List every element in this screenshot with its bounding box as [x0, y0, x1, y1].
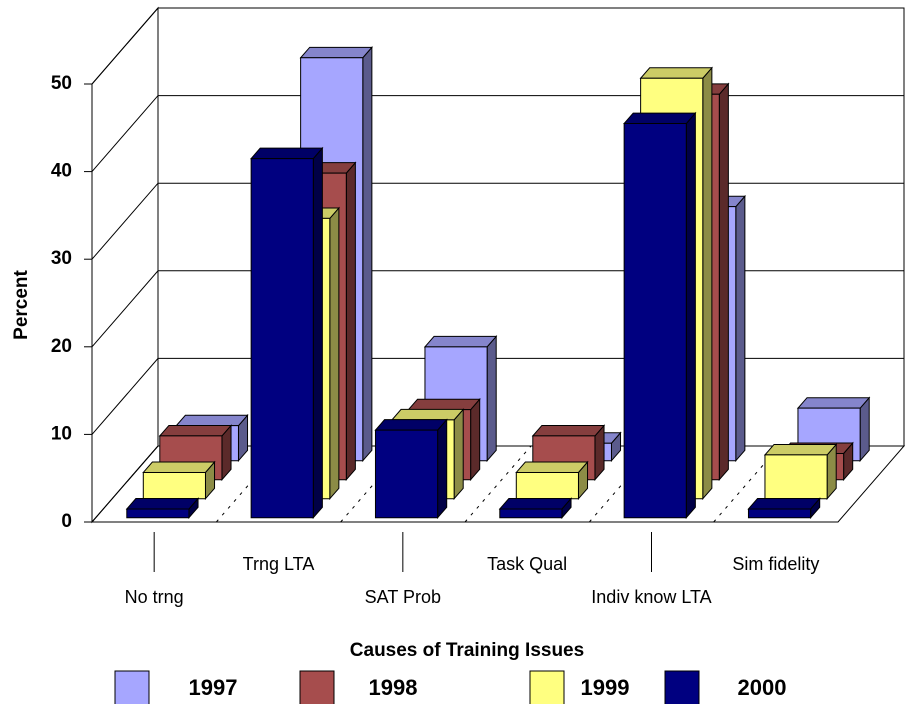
- grid-line: [91, 270, 904, 348]
- bar-side: [685, 111, 696, 520]
- floor-divider: [464, 445, 532, 523]
- bar: [498, 497, 573, 520]
- bar-top: [531, 424, 606, 437]
- legend-swatch: [664, 670, 700, 704]
- x-tick-label: Trng LTA: [243, 554, 315, 574]
- bar-top: [498, 498, 573, 510]
- left-wall: [91, 6, 159, 524]
- bar-front: [250, 158, 314, 519]
- bar: [763, 443, 838, 501]
- legend-label: 2000: [738, 675, 787, 700]
- bar-front: [747, 508, 812, 519]
- bar-top: [796, 397, 871, 409]
- bar-side: [362, 45, 373, 463]
- bar-side: [735, 194, 746, 463]
- bar-front: [499, 508, 563, 519]
- x-tick-label: SAT Prob: [365, 587, 441, 607]
- bar-side: [437, 418, 448, 520]
- bar-side: [453, 408, 464, 501]
- legend-label: 1997: [189, 675, 238, 700]
- bar-side: [312, 146, 323, 520]
- y-tick-label: 10: [51, 423, 72, 444]
- bar-top: [423, 335, 498, 348]
- bar-top: [763, 443, 838, 456]
- bar-top: [299, 46, 373, 59]
- y-tick-label: 50: [51, 73, 72, 94]
- legend-swatch: [114, 670, 150, 704]
- bar-side: [345, 161, 356, 482]
- y-tick-label: 20: [51, 336, 72, 357]
- x-tick-label: No trng: [125, 587, 184, 607]
- bar-front: [764, 454, 828, 500]
- bar-side: [702, 66, 713, 501]
- bar-front: [623, 123, 687, 519]
- bar-top: [747, 498, 821, 510]
- grid-line: [91, 182, 904, 260]
- bar: [250, 146, 324, 520]
- bar-front: [126, 508, 190, 519]
- bar-top: [374, 419, 448, 431]
- bar-side: [470, 397, 481, 482]
- bar-top: [158, 424, 233, 437]
- bar-top: [250, 147, 324, 160]
- bar: [374, 418, 448, 520]
- legend-label: 1998: [369, 675, 418, 700]
- bar-side: [486, 335, 497, 463]
- legend-label: 1999: [581, 675, 630, 700]
- x-axis-title: Causes of Training Issues: [350, 640, 584, 661]
- x-tick-label: Indiv know LTA: [591, 587, 711, 607]
- bar: [796, 396, 871, 463]
- bar: [142, 460, 216, 501]
- bar: [515, 460, 589, 501]
- x-tick-label: Task Qual: [487, 554, 567, 574]
- bar-top: [639, 67, 713, 79]
- x-tick-label: Sim fidelity: [732, 554, 819, 574]
- bar-side: [329, 206, 340, 501]
- bar-front: [374, 429, 439, 519]
- y-tick-label: 30: [51, 248, 72, 269]
- bar-top: [515, 461, 589, 473]
- bar: [623, 111, 697, 520]
- y-tick-label: 40: [51, 161, 72, 182]
- legend-swatch: [529, 670, 565, 704]
- bar-top: [407, 398, 481, 411]
- bar-front: [142, 471, 206, 500]
- bar-top: [623, 112, 697, 125]
- grid-line: [91, 95, 904, 172]
- bar-top: [142, 461, 216, 473]
- bar: [747, 497, 821, 520]
- bar-front: [515, 471, 579, 500]
- bar: [125, 497, 200, 520]
- legend-swatch: [299, 670, 335, 704]
- bar-top: [125, 498, 200, 510]
- y-tick-label: 0: [61, 511, 72, 532]
- grid-line: [91, 7, 904, 85]
- bar-top: [390, 408, 465, 421]
- y-axis-title: Percent: [11, 269, 32, 339]
- bar-top: [175, 414, 249, 427]
- bar-side: [718, 82, 729, 482]
